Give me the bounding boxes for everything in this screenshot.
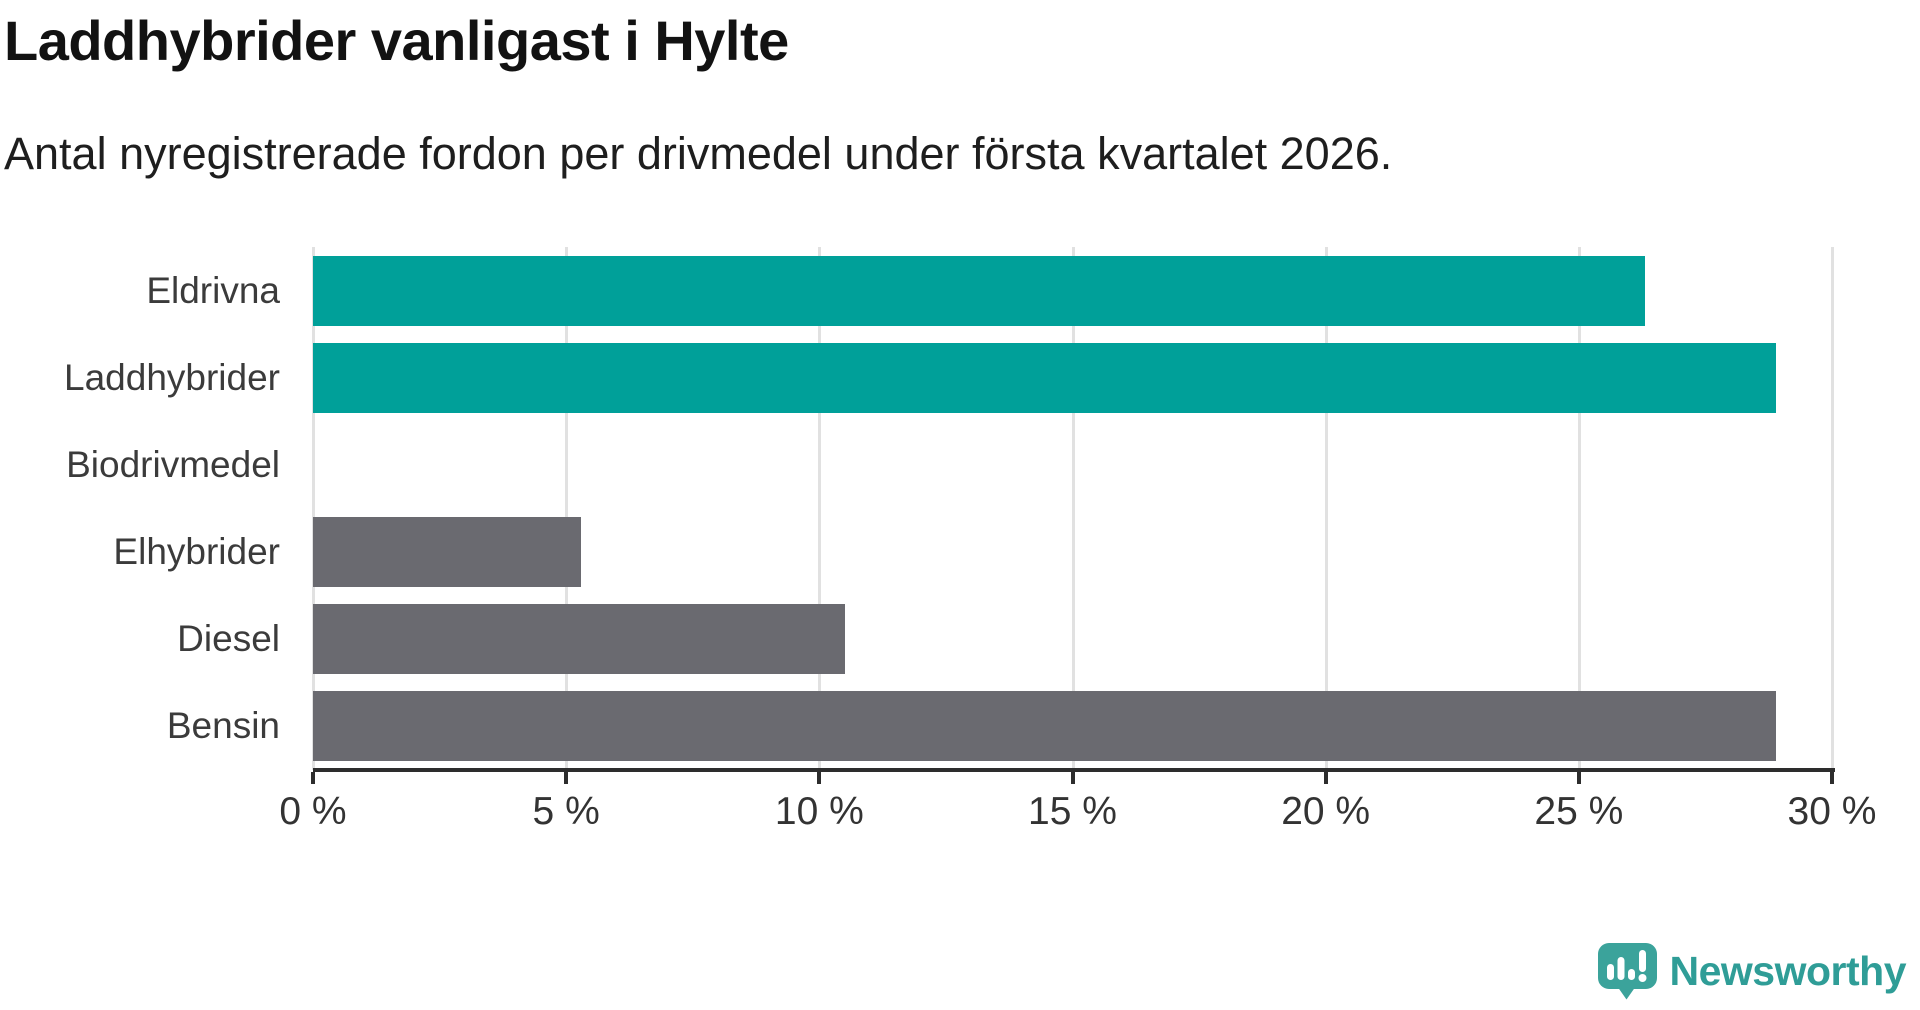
bar-track-elhybrider <box>313 509 1832 596</box>
category-label-biodrivmedel: Biodrivmedel <box>66 443 280 485</box>
tick-mark-25 <box>1576 772 1581 784</box>
gridline-5 <box>565 247 569 770</box>
bar-track-bensin <box>313 683 1832 770</box>
tick-label-10: 10 % <box>774 790 864 833</box>
bar-row-eldrivna: Eldrivna <box>0 247 1832 334</box>
newsworthy-logo: Newsworthy <box>1597 943 1907 1000</box>
bar-track-diesel <box>313 596 1832 683</box>
x-axis-line <box>313 768 1835 772</box>
bar-track-laddhybrider <box>313 334 1832 421</box>
tick-mark-5 <box>564 772 569 784</box>
horizontal-bar-chart: Eldrivna Laddhybrider Biodrivmedel Elhybrid… <box>0 247 1876 833</box>
tick-mark-30 <box>1830 772 1834 784</box>
bar-bensin <box>313 691 1777 762</box>
tick-mark-15 <box>1070 772 1075 784</box>
tick-label-20: 20 % <box>1281 790 1371 833</box>
bar-row-diesel: Diesel <box>0 596 1832 683</box>
gridline-10 <box>818 247 822 770</box>
bar-laddhybrider <box>313 342 1777 413</box>
bar-eldrivna <box>313 255 1645 326</box>
gridlines-layer <box>312 247 1834 770</box>
gridline-0 <box>312 247 315 770</box>
category-label-eldrivna: Eldrivna <box>146 269 280 311</box>
gridline-30 <box>1831 247 1834 770</box>
bar-rows: Eldrivna Laddhybrider Biodrivmedel Elhybrid… <box>0 247 1832 770</box>
newsworthy-chart-bubble-icon <box>1597 943 1657 1000</box>
bar-row-laddhybrider: Laddhybrider <box>0 334 1832 421</box>
category-label-laddhybrider: Laddhybrider <box>64 356 280 398</box>
bar-row-biodrivmedel: Biodrivmedel <box>0 421 1832 508</box>
category-label-elhybrider: Elhybrider <box>113 531 280 573</box>
bar-diesel <box>313 604 845 675</box>
category-label-diesel: Diesel <box>177 618 280 660</box>
bar-elhybrider <box>313 517 582 588</box>
tick-mark-10 <box>817 772 822 784</box>
tick-label-15: 15 % <box>1028 790 1117 833</box>
tick-label-25: 25 % <box>1534 790 1624 833</box>
gridline-25 <box>1577 247 1581 770</box>
tick-label-5: 5 % <box>532 790 600 833</box>
tick-mark-20 <box>1323 772 1328 784</box>
tick-mark-0 <box>311 772 315 784</box>
chart-subtitle: Antal nyregistrerade fordon per drivmede… <box>4 128 1393 179</box>
category-label-bensin: Bensin <box>166 705 280 747</box>
gridline-15 <box>1071 247 1075 770</box>
gridline-20 <box>1324 247 1328 770</box>
newsworthy-logo-text: Newsworthy <box>1669 948 1907 994</box>
bar-row-elhybrider: Elhybrider <box>0 509 1832 596</box>
bar-row-bensin: Bensin <box>0 683 1832 770</box>
x-axis-ticks: 0 % 5 % 10 % 15 % 20 % 25 % 30 % <box>279 247 1876 833</box>
bar-track-eldrivna <box>313 247 1832 334</box>
chart-title: Laddhybrider vanligast i Hylte <box>4 9 789 72</box>
tick-label-30: 30 % <box>1787 790 1877 833</box>
tick-label-0: 0 % <box>279 790 347 833</box>
